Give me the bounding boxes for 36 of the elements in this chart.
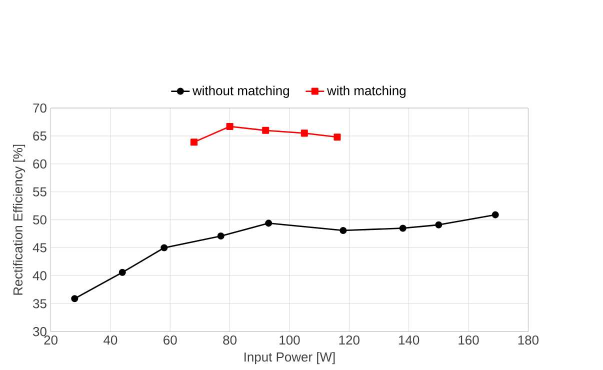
point [492, 211, 499, 218]
point [217, 232, 224, 240]
x-tick-label: 60 [164, 335, 177, 345]
x-tick-label: 120 [339, 335, 360, 345]
x-tick-label: 180 [518, 335, 539, 345]
y-tick-label: 35 [33, 299, 46, 308]
y-tick-label: 40 [32, 271, 46, 280]
point [435, 221, 442, 228]
x-tick-label: 80 [223, 335, 237, 345]
x-tick-label: 40 [104, 335, 118, 345]
x-tick-label: 140 [398, 335, 420, 345]
point [262, 126, 270, 134]
x-tick-label: 20 [44, 335, 58, 345]
y-tick-label: 30 [33, 327, 46, 336]
legend-label: with matching [326, 86, 406, 98]
point [334, 134, 341, 141]
point [160, 244, 168, 252]
point [399, 224, 406, 232]
y-axis-title: Rectification Efficiency [%] [13, 144, 26, 295]
point [226, 122, 234, 130]
x-axis-title: Input Power [W] [244, 352, 335, 364]
point [265, 220, 272, 227]
y-tick-label: 45 [32, 243, 46, 252]
y-tick-label: 55 [33, 187, 46, 196]
x-tick-label: 100 [280, 335, 300, 345]
y-tick-label: 65 [33, 131, 46, 141]
point [71, 295, 78, 302]
point [190, 138, 198, 146]
x-tick-label: 160 [458, 335, 479, 345]
y-tick-label: 70 [33, 103, 46, 113]
y-tick-label: 50 [33, 215, 46, 224]
y-tick-label: 60 [33, 159, 46, 168]
point [340, 226, 347, 234]
point [118, 268, 126, 276]
point [300, 130, 308, 137]
legend-label: without matching [192, 86, 289, 98]
